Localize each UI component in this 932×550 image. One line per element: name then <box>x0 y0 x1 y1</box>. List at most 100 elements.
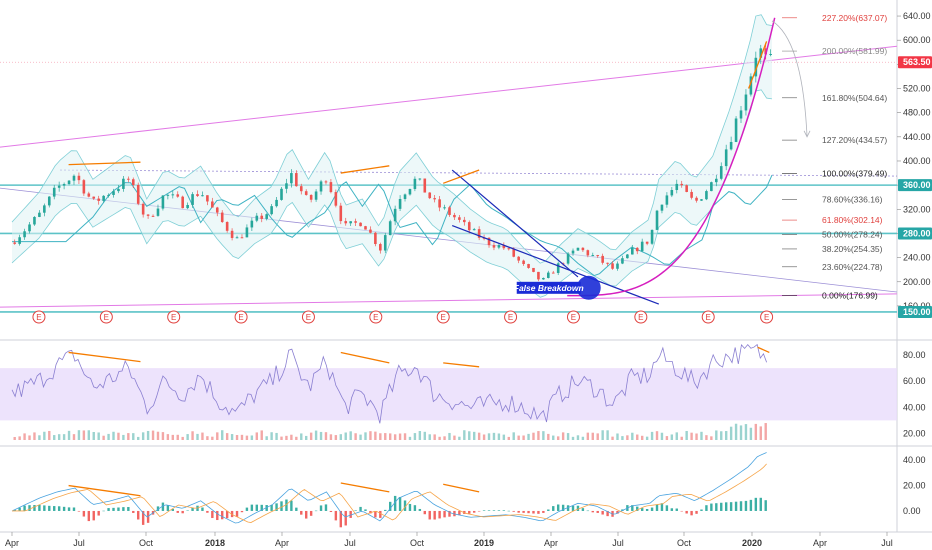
volume-bar <box>724 431 728 440</box>
candle-body <box>379 244 382 251</box>
fib-label: 161.80%(504.64) <box>822 93 887 103</box>
candle-body <box>176 194 180 197</box>
candle-body <box>369 229 372 233</box>
macd-histogram-bar <box>82 510 86 517</box>
candle-body <box>67 180 71 185</box>
volume-bar <box>665 436 669 440</box>
macd-histogram-bar <box>102 510 105 512</box>
volume-bar <box>132 433 135 440</box>
volume-bar <box>359 434 362 440</box>
volume-bar <box>186 434 189 440</box>
macd-histogram-bar <box>423 510 426 515</box>
fib-label: 127.20%(434.57) <box>822 135 887 145</box>
candle-body <box>601 255 604 263</box>
volume-bar <box>354 433 357 440</box>
axes: 640.00600.00560.00520.00480.00440.00400.… <box>5 11 932 548</box>
candle-body <box>655 210 659 230</box>
rsi-divergence-line <box>757 346 770 354</box>
candle-body <box>571 250 575 254</box>
macd-histogram-bar <box>359 506 362 511</box>
macd-histogram-bar <box>206 510 209 513</box>
earnings-marker <box>436 310 450 324</box>
volume-bar <box>191 431 194 440</box>
candle-body <box>670 190 674 196</box>
macd-histogram-bar <box>670 508 674 511</box>
false-breakdown-circle <box>576 275 601 300</box>
candle-body <box>235 237 239 239</box>
macd-histogram-bar <box>596 510 599 513</box>
macd-histogram-bar <box>645 508 649 511</box>
volume-bar <box>329 434 333 440</box>
candle-body <box>43 205 46 213</box>
time-tick-label: 2020 <box>742 538 762 548</box>
volume-bar <box>566 433 570 440</box>
candle-body <box>156 208 160 216</box>
volume-bar <box>739 425 743 440</box>
earnings-marker <box>234 310 248 324</box>
candle-body <box>82 180 86 194</box>
candle-body <box>270 206 273 215</box>
volume-bar <box>754 423 758 440</box>
candle-body <box>280 188 283 200</box>
macd-histogram-bar <box>97 510 100 516</box>
volume-bar <box>507 436 510 440</box>
volume-bar <box>581 436 585 440</box>
volume-bar <box>137 436 140 440</box>
candle-body <box>13 242 16 244</box>
macd-histogram-bar <box>606 510 609 517</box>
macd-histogram-bar <box>586 510 590 512</box>
macd-histogram-bar <box>680 510 683 512</box>
rsi-tick-label: 40.00 <box>903 402 926 412</box>
macd-histogram-bar <box>685 510 688 514</box>
volume-bar <box>463 430 466 440</box>
fib-label: 0.00%(176.99) <box>822 291 878 301</box>
candle-body <box>660 204 664 211</box>
volume-bar <box>418 430 422 440</box>
macd-histogram-bar <box>77 510 81 512</box>
macd-histogram-bar <box>497 510 501 511</box>
macd-histogram-bar <box>695 510 698 514</box>
macd-histogram-bar <box>616 510 619 514</box>
volume-bar <box>141 432 145 440</box>
macd-panel[interactable] <box>0 448 897 531</box>
volume-bar <box>374 431 377 440</box>
price-badge-label: 563.50 <box>903 57 931 67</box>
macd-tick-label: 0.00 <box>903 506 921 516</box>
volume-bar <box>645 436 649 440</box>
volume-bar <box>270 432 273 440</box>
macd-histogram-bar <box>141 510 145 525</box>
candle-body <box>631 247 634 255</box>
candle-body <box>324 181 328 183</box>
macd-histogram-bar <box>275 503 278 511</box>
candle-body <box>443 207 446 209</box>
candle-body <box>33 216 36 225</box>
macd-histogram-bar <box>186 510 189 511</box>
time-tick-label: Jul <box>73 538 85 548</box>
candle-body <box>206 195 209 202</box>
candle-body <box>28 224 31 232</box>
macd-histogram-bar <box>393 495 397 511</box>
macd-histogram-bar <box>443 510 446 518</box>
volume-bar <box>176 434 179 440</box>
macd-histogram-bar <box>67 507 71 511</box>
macd-line <box>11 452 767 524</box>
fib-label: 78.60%(336.16) <box>822 195 883 205</box>
volume-bar <box>211 436 214 440</box>
macd-histogram-bar <box>324 504 328 511</box>
macd-histogram-bar <box>280 501 283 511</box>
macd-histogram-bar <box>537 510 540 514</box>
volume-bar <box>670 434 674 440</box>
volume-bar <box>685 430 688 440</box>
time-tick-label: Oct <box>139 538 154 548</box>
volume-bar <box>18 436 21 440</box>
candle-body <box>225 221 229 231</box>
volume-bar <box>720 431 723 440</box>
candle-body <box>388 221 392 236</box>
price-tick-label: 320.00 <box>903 204 931 214</box>
volume-bar <box>561 432 565 440</box>
candle-body <box>383 235 387 251</box>
volume-bar <box>413 433 417 440</box>
volume-bar <box>230 434 234 440</box>
macd-histogram-bar <box>591 510 594 513</box>
volume-bar <box>117 432 120 440</box>
